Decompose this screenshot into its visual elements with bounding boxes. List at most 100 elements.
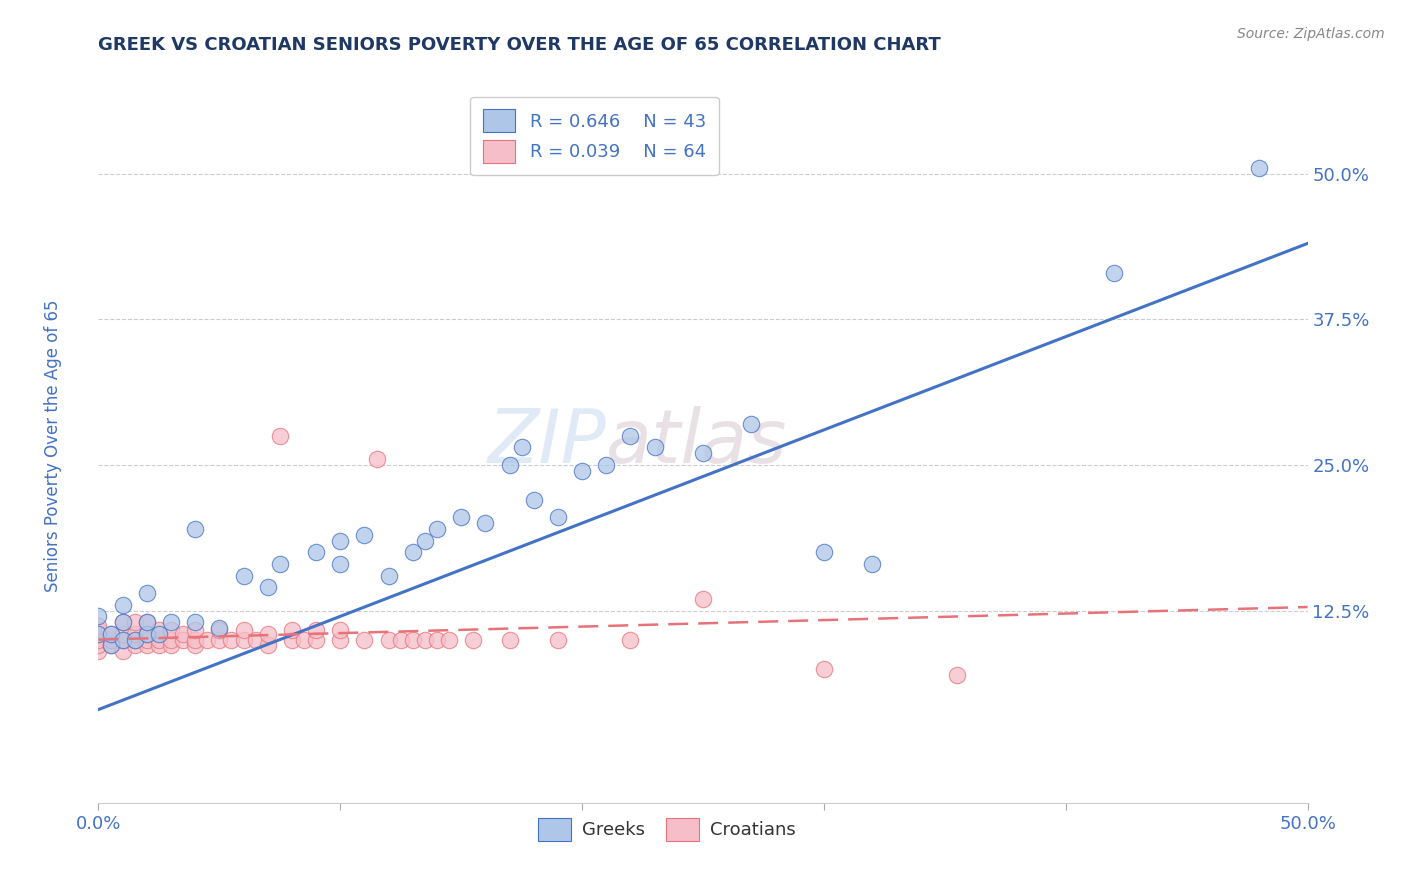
Text: ZIP: ZIP — [488, 406, 606, 477]
Point — [498, 458, 520, 472]
Point — [232, 624, 254, 638]
Point — [208, 624, 231, 638]
Point — [148, 627, 170, 641]
Point — [523, 492, 546, 507]
Point — [498, 632, 520, 647]
Point — [100, 627, 122, 641]
Point — [269, 557, 291, 571]
Text: Source: ZipAtlas.com: Source: ZipAtlas.com — [1237, 27, 1385, 41]
Text: atlas: atlas — [606, 406, 787, 477]
Text: GREEK VS CROATIAN SENIORS POVERTY OVER THE AGE OF 65 CORRELATION CHART: GREEK VS CROATIAN SENIORS POVERTY OVER T… — [98, 36, 941, 54]
Point — [111, 632, 134, 647]
Point — [547, 510, 569, 524]
Point — [160, 632, 183, 647]
Point — [437, 632, 460, 647]
Point — [1102, 266, 1125, 280]
Point — [87, 632, 110, 647]
Point — [208, 621, 231, 635]
Point — [124, 632, 146, 647]
Point — [135, 615, 157, 630]
Point — [402, 632, 425, 647]
Point — [221, 632, 243, 647]
Point — [329, 557, 352, 571]
Point — [135, 639, 157, 653]
Point — [124, 632, 146, 647]
Point — [402, 545, 425, 559]
Point — [281, 624, 304, 638]
Point — [547, 632, 569, 647]
Point — [692, 591, 714, 606]
Point — [377, 632, 399, 647]
Point — [366, 452, 388, 467]
Point — [269, 428, 291, 442]
Point — [172, 632, 194, 647]
Point — [100, 627, 122, 641]
Point — [813, 545, 835, 559]
Point — [135, 632, 157, 647]
Point — [135, 615, 157, 630]
Point — [184, 624, 207, 638]
Point — [571, 464, 593, 478]
Point — [232, 568, 254, 582]
Point — [87, 624, 110, 638]
Point — [860, 557, 883, 571]
Point — [184, 522, 207, 536]
Point — [256, 627, 278, 641]
Point — [135, 586, 157, 600]
Point — [413, 533, 436, 548]
Point — [245, 632, 267, 647]
Point — [510, 441, 533, 455]
Point — [463, 632, 485, 647]
Point — [135, 627, 157, 641]
Point — [195, 632, 218, 647]
Point — [692, 446, 714, 460]
Legend: Greeks, Croatians: Greeks, Croatians — [531, 810, 803, 848]
Point — [100, 632, 122, 647]
Point — [160, 615, 183, 630]
Point — [329, 533, 352, 548]
Point — [111, 627, 134, 641]
Point — [172, 627, 194, 641]
Point — [148, 624, 170, 638]
Point — [813, 662, 835, 676]
Point — [184, 639, 207, 653]
Point — [100, 639, 122, 653]
Point — [232, 632, 254, 647]
Point — [184, 632, 207, 647]
Point — [377, 568, 399, 582]
Point — [595, 458, 617, 472]
Point — [426, 522, 449, 536]
Point — [184, 615, 207, 630]
Point — [87, 644, 110, 658]
Point — [124, 639, 146, 653]
Point — [111, 632, 134, 647]
Point — [111, 615, 134, 630]
Point — [329, 624, 352, 638]
Point — [426, 632, 449, 647]
Point — [292, 632, 315, 647]
Point — [208, 632, 231, 647]
Point — [740, 417, 762, 431]
Point — [1249, 161, 1271, 175]
Point — [389, 632, 412, 647]
Point — [148, 639, 170, 653]
Point — [111, 615, 134, 630]
Point — [87, 627, 110, 641]
Point — [124, 627, 146, 641]
Point — [305, 624, 328, 638]
Point — [100, 639, 122, 653]
Point — [256, 639, 278, 653]
Point — [413, 632, 436, 647]
Point — [619, 632, 641, 647]
Point — [87, 639, 110, 653]
Point — [281, 632, 304, 647]
Point — [160, 639, 183, 653]
Point — [305, 545, 328, 559]
Point — [160, 624, 183, 638]
Point — [619, 428, 641, 442]
Point — [353, 528, 375, 542]
Point — [946, 667, 969, 681]
Point — [148, 632, 170, 647]
Point — [256, 580, 278, 594]
Point — [329, 632, 352, 647]
